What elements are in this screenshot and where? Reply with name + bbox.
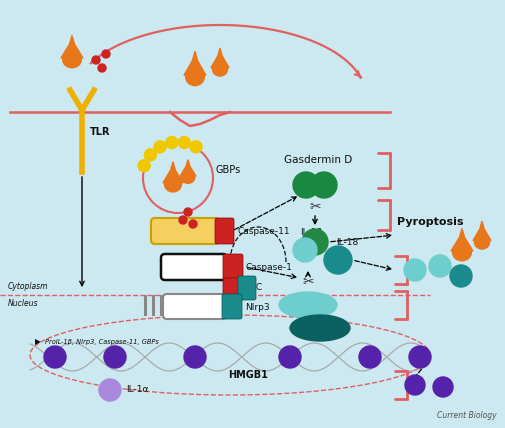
Text: LPS: LPS [177, 226, 193, 235]
FancyBboxPatch shape [238, 276, 256, 300]
Text: ✂: ✂ [302, 275, 314, 289]
FancyBboxPatch shape [223, 254, 243, 280]
Text: IL-1β: IL-1β [300, 228, 322, 237]
Text: Cytoplasm: Cytoplasm [8, 282, 48, 291]
Text: Caspase-1: Caspase-1 [245, 262, 292, 271]
Circle shape [184, 346, 206, 368]
Text: IL-1α: IL-1α [126, 386, 148, 395]
Ellipse shape [186, 68, 205, 86]
Text: Current Biology: Current Biology [437, 411, 497, 420]
Ellipse shape [212, 62, 228, 76]
Polygon shape [61, 36, 83, 58]
Circle shape [405, 375, 425, 395]
Circle shape [104, 346, 126, 368]
Circle shape [409, 346, 431, 368]
Text: ProIL-1β, NIrp3, Caspase-11, GBPs: ProIL-1β, NIrp3, Caspase-11, GBPs [45, 339, 159, 345]
Circle shape [98, 64, 106, 72]
FancyBboxPatch shape [222, 294, 242, 319]
Circle shape [324, 246, 352, 274]
FancyBboxPatch shape [223, 278, 241, 298]
FancyBboxPatch shape [215, 218, 234, 244]
Text: ProIL-18: ProIL-18 [305, 324, 335, 333]
Text: NIrp3: NIrp3 [245, 303, 270, 312]
Circle shape [179, 216, 187, 224]
Text: ▶: ▶ [35, 338, 41, 347]
Circle shape [311, 172, 337, 198]
Ellipse shape [63, 51, 81, 68]
Text: TLR: TLR [90, 127, 111, 137]
Circle shape [293, 238, 317, 262]
Ellipse shape [165, 176, 181, 192]
Polygon shape [473, 221, 491, 241]
Circle shape [450, 265, 472, 287]
Circle shape [433, 377, 453, 397]
Text: IL-18: IL-18 [336, 238, 358, 247]
Text: ProIL-1β: ProIL-1β [292, 300, 324, 309]
Circle shape [99, 379, 121, 401]
Circle shape [190, 141, 202, 153]
Circle shape [429, 255, 451, 277]
Circle shape [154, 141, 166, 153]
Circle shape [293, 172, 319, 198]
Text: ✂: ✂ [309, 200, 321, 214]
Text: Gasdermin D: Gasdermin D [284, 155, 352, 165]
Circle shape [44, 346, 66, 368]
FancyBboxPatch shape [161, 254, 227, 280]
Polygon shape [184, 51, 206, 75]
Text: Nucleus: Nucleus [8, 299, 38, 308]
Circle shape [166, 137, 178, 149]
Circle shape [279, 346, 301, 368]
Circle shape [138, 160, 150, 172]
Ellipse shape [452, 244, 471, 261]
Ellipse shape [290, 315, 350, 341]
Ellipse shape [181, 171, 195, 183]
FancyBboxPatch shape [163, 294, 226, 319]
Circle shape [184, 208, 192, 216]
Ellipse shape [279, 292, 337, 318]
Text: ASC: ASC [245, 283, 263, 292]
Polygon shape [211, 48, 229, 68]
Circle shape [404, 259, 426, 281]
Circle shape [92, 56, 100, 64]
Circle shape [359, 346, 381, 368]
Polygon shape [180, 160, 196, 176]
Circle shape [178, 137, 190, 149]
Text: Pyroptosis: Pyroptosis [397, 217, 463, 227]
Polygon shape [451, 229, 473, 251]
FancyBboxPatch shape [151, 218, 219, 244]
Text: GBPs: GBPs [215, 165, 240, 175]
Circle shape [102, 50, 110, 58]
Circle shape [189, 220, 197, 228]
Polygon shape [163, 162, 183, 183]
Text: Caspase-11: Caspase-11 [237, 226, 290, 235]
Ellipse shape [474, 235, 490, 249]
Circle shape [302, 229, 328, 255]
Circle shape [144, 149, 157, 161]
Text: HMGB1: HMGB1 [228, 370, 268, 380]
